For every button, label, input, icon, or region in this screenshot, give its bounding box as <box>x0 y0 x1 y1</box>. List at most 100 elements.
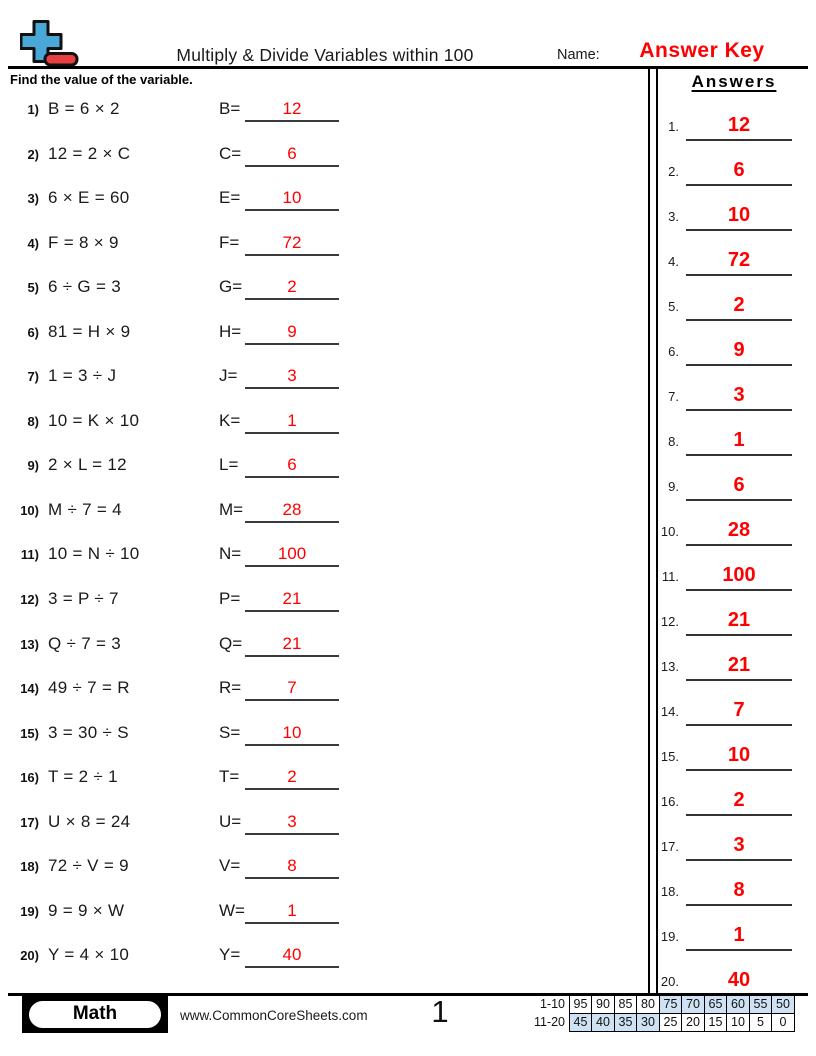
answer-number: 6. <box>668 344 679 359</box>
answer-row: 12. 21 <box>660 597 808 642</box>
answer-blank-value: 2 <box>245 767 339 791</box>
problem-equation: M ÷ 7 = 4 <box>48 499 122 519</box>
problem-row: 9) 2 × L = 12 L= 6 <box>0 444 648 489</box>
answer-number: 15. <box>660 749 679 764</box>
answer-blank-value: 6 <box>245 144 339 167</box>
answer-variable-label: J= <box>219 366 238 386</box>
answer-number: 16. <box>660 794 679 809</box>
answer-variable-label: U= <box>219 811 242 831</box>
answer-value: 72 <box>686 249 792 276</box>
problem-row: 12) 3 = P ÷ 7 P= 21 <box>0 578 648 623</box>
problem-number: 15) <box>20 725 39 741</box>
score-cell: 70 <box>681 995 705 1014</box>
problem-number: 4) <box>27 235 39 251</box>
answer-row: 1. 12 <box>660 102 808 147</box>
plus-minus-logo-icon <box>19 20 80 72</box>
answer-number: 8. <box>668 434 679 449</box>
score-grid-row-2: 11-20 45 40 35 30 25 20 15 10 5 0 <box>527 1012 795 1032</box>
website-url: www.CommonCoreSheets.com <box>180 1008 368 1023</box>
answer-value: 3 <box>686 384 792 411</box>
problem-equation: 6 × E = 60 <box>48 188 130 208</box>
subject-badge: Math <box>22 995 168 1033</box>
problem-number: 13) <box>20 636 39 652</box>
problem-row: 11) 10 = N ÷ 10 N= 100 <box>0 533 648 578</box>
answers-column-divider <box>648 69 658 995</box>
problem-number: 11) <box>20 547 39 563</box>
answer-number: 1. <box>668 119 679 134</box>
answer-value: 2 <box>686 789 792 816</box>
problem-equation: 2 × L = 12 <box>48 455 127 475</box>
problem-equation: 72 ÷ V = 9 <box>48 856 129 876</box>
answer-blank-value: 40 <box>245 945 339 969</box>
answer-number: 17. <box>660 839 679 854</box>
problem-equation: 10 = N ÷ 10 <box>48 544 140 564</box>
answer-value: 7 <box>686 699 792 726</box>
answer-row: 5. 2 <box>660 282 808 327</box>
answer-blank-value: 8 <box>245 856 339 880</box>
answers-list: 1. 12 2. 6 3. 10 4. 72 <box>660 102 808 1002</box>
answer-value: 6 <box>686 159 792 186</box>
score-cell: 90 <box>591 995 615 1014</box>
answer-blank-value: 10 <box>245 723 339 746</box>
answer-row: 17. 3 <box>660 822 808 867</box>
score-cell: 85 <box>613 995 638 1014</box>
answer-variable-label: L= <box>219 455 239 475</box>
problem-row: 3) 6 × E = 60 E= 10 <box>0 177 648 222</box>
answer-value: 6 <box>686 474 792 501</box>
answer-blank-value: 72 <box>245 233 339 256</box>
answer-variable-label: Q= <box>219 633 243 653</box>
answer-blank-value: 1 <box>245 411 339 434</box>
score-row-label: 11-20 <box>533 1014 565 1029</box>
answer-number: 18. <box>660 884 679 899</box>
score-cell: 35 <box>613 1012 638 1032</box>
answer-value: 10 <box>686 744 792 771</box>
answer-blank-value: 3 <box>245 812 339 835</box>
score-row-label: 1-10 <box>539 997 565 1011</box>
answer-number: 7. <box>668 389 679 404</box>
answer-blank-value: 21 <box>245 589 339 613</box>
problem-number: 7) <box>27 369 39 385</box>
answer-row: 11. 100 <box>660 552 808 597</box>
answer-blank-value: 28 <box>245 500 339 523</box>
answer-row: 14. 7 <box>660 687 808 732</box>
problem-equation: 3 = 30 ÷ S <box>48 722 129 742</box>
answer-number: 5. <box>668 299 679 314</box>
answer-blank-value: 9 <box>245 322 339 345</box>
answer-variable-label: P= <box>219 589 241 609</box>
answer-number: 3. <box>668 209 679 224</box>
answer-row: 6. 9 <box>660 327 808 372</box>
answer-number: 2. <box>668 164 679 179</box>
instruction-text: Find the value of the variable. <box>10 72 193 87</box>
problem-row: 14) 49 ÷ 7 = R R= 7 <box>0 667 648 712</box>
problem-row: 20) Y = 4 × 10 Y= 40 <box>0 934 648 979</box>
problem-row: 8) 10 = K × 10 K= 1 <box>0 400 648 445</box>
answer-value: 3 <box>686 834 792 861</box>
answer-variable-label: T= <box>219 767 240 787</box>
answers-heading: Answers <box>691 72 777 91</box>
score-cell: 5 <box>748 1012 773 1032</box>
answer-row: 4. 72 <box>660 237 808 282</box>
problem-equation: 81 = H × 9 <box>48 321 131 341</box>
answer-row: 3. 10 <box>660 192 808 237</box>
problem-number: 17) <box>20 814 39 830</box>
problem-row: 18) 72 ÷ V = 9 V= 8 <box>0 845 648 890</box>
problem-equation: 6 ÷ G = 3 <box>48 277 121 297</box>
answer-value: 10 <box>686 204 792 231</box>
problem-number: 19) <box>20 903 39 919</box>
problem-number: 9) <box>27 458 39 474</box>
name-label: Name: <box>557 47 600 63</box>
answer-variable-label: E= <box>219 188 241 208</box>
problem-equation: 10 = K × 10 <box>48 410 140 430</box>
problem-equation: 1 = 3 ÷ J <box>48 366 117 386</box>
answer-number: 14. <box>660 704 679 719</box>
answer-variable-label: R= <box>219 678 242 698</box>
answer-value: 21 <box>686 654 792 681</box>
problem-number: 16) <box>20 770 39 786</box>
answer-blank-value: 100 <box>245 544 339 568</box>
problem-number: 10) <box>20 502 39 518</box>
answer-row: 15. 10 <box>660 732 808 777</box>
problem-number: 8) <box>27 413 39 429</box>
problem-row: 6) 81 = H × 9 H= 9 <box>0 311 648 356</box>
answer-key-name-value: Answer Key <box>639 39 765 62</box>
answer-row: 19. 1 <box>660 912 808 957</box>
